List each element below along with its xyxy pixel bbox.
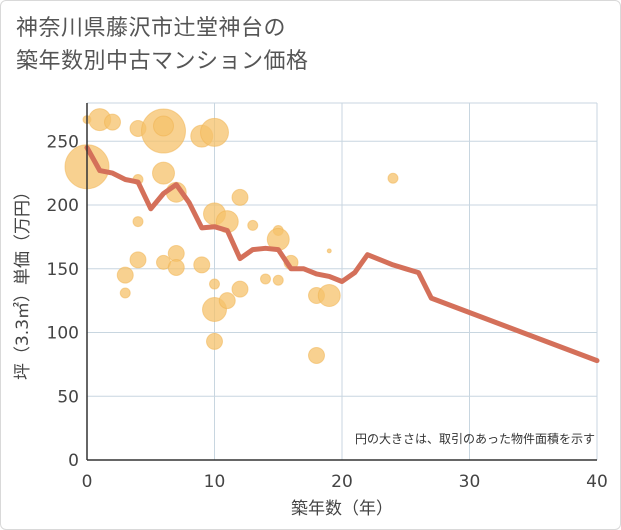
bubble-point: [119, 287, 131, 299]
x-tick-label: 40: [586, 472, 608, 492]
bubble-point: [326, 248, 332, 254]
bubble-point: [209, 278, 220, 290]
bubble-point: [247, 219, 259, 231]
bubble-point: [152, 161, 175, 185]
bubble-point: [317, 284, 341, 308]
chart-title-line-1: 神奈川県藤沢市辻堂神台の: [16, 16, 287, 41]
bubble-point: [167, 258, 185, 276]
y-tick-label: 250: [47, 132, 79, 152]
axes: [86, 103, 597, 461]
x-tick-label: 30: [459, 472, 481, 492]
y-axis-label: 坪（3.3㎡）単価（万円）: [13, 183, 33, 380]
bubble-size-note: 円の大きさは、取引のあった物件面積を示す: [355, 431, 595, 446]
y-tick-label: 0: [68, 451, 79, 471]
bubble-point: [129, 251, 147, 269]
bubble-point: [193, 256, 211, 274]
x-tick-label: 20: [331, 472, 353, 492]
y-tick-label: 200: [47, 196, 79, 216]
bubble-point: [153, 115, 174, 137]
bubble-point: [260, 273, 271, 285]
y-tick-labels: 0 50 100 150 200 250: [47, 132, 79, 471]
x-tick-label: 10: [204, 472, 226, 492]
x-tick-label: 0: [82, 472, 93, 492]
trend-line: [84, 145, 600, 364]
bubble-point: [116, 266, 134, 284]
y-tick-label: 150: [47, 260, 79, 280]
chart-title: 神奈川県藤沢市辻堂神台の 築年数別中古マンション価格: [16, 12, 309, 78]
bubble-point: [218, 292, 236, 310]
bubble-point: [387, 172, 399, 184]
chart-title-line-2: 築年数別中古マンション価格: [16, 49, 309, 74]
bubble-point: [200, 117, 229, 147]
bubble-point: [132, 216, 144, 228]
trend-line-layer: [84, 145, 600, 364]
bubble-point: [231, 280, 249, 298]
y-tick-label: 50: [57, 387, 79, 407]
bubble-point: [104, 113, 121, 131]
x-tick-labels: 0 10 20 30 40: [82, 472, 608, 492]
y-tick-label: 100: [47, 324, 79, 344]
bubble-point: [272, 274, 284, 286]
x-axis-label: 築年数（年）: [291, 499, 393, 519]
bubble-point: [206, 332, 223, 350]
bubble-point: [308, 346, 325, 364]
bubble-point: [231, 188, 249, 206]
